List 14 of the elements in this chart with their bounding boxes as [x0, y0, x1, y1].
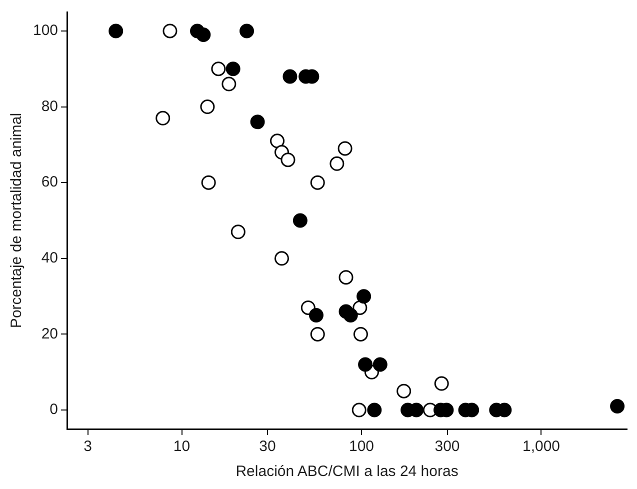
x-tick-label: 300: [434, 438, 460, 456]
x-tick-label: 1,000: [522, 438, 560, 456]
x-tick-label: 100: [348, 438, 374, 456]
x-tick-label: 10: [173, 438, 190, 456]
y-tick-label: 0: [50, 401, 58, 418]
y-tick-label: 100: [32, 22, 58, 40]
y-tick-label: 40: [41, 250, 58, 267]
x-tick-label: 3: [84, 438, 92, 456]
y-tick-label: 60: [41, 174, 58, 191]
x-axis-title: Relación ABC/CMI a las 24 horas: [236, 463, 458, 480]
y-tick-label: 20: [41, 325, 58, 342]
x-tick-label: 30: [259, 438, 276, 456]
y-axis-title: Porcentaje de mortalidad animal: [8, 112, 26, 328]
y-tick-label: 80: [41, 98, 58, 115]
